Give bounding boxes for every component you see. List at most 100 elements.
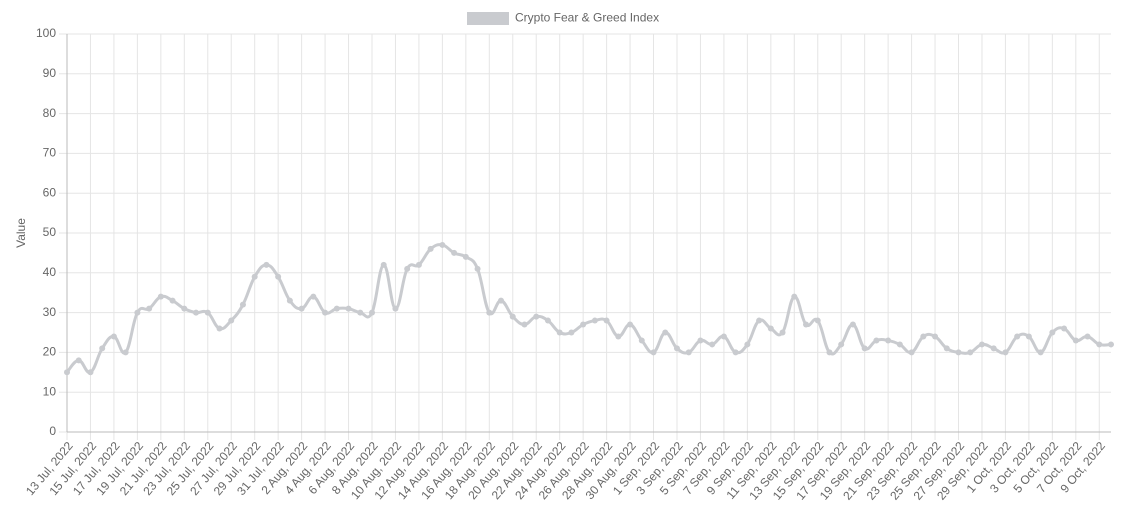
data-point — [615, 333, 622, 340]
data-point — [298, 305, 305, 312]
y-tick-label: 10 — [43, 384, 57, 398]
data-point — [1084, 333, 1091, 340]
data-point — [978, 341, 985, 348]
data-point — [1061, 325, 1068, 332]
y-tick-label: 50 — [43, 225, 57, 239]
data-point — [134, 309, 141, 316]
data-point — [99, 345, 106, 352]
data-point — [1072, 337, 1079, 344]
data-point — [568, 329, 575, 336]
data-point — [239, 301, 246, 308]
data-point — [650, 349, 657, 356]
data-point — [697, 337, 704, 344]
data-point — [415, 261, 422, 268]
data-point — [756, 317, 763, 324]
data-point — [263, 261, 270, 268]
data-point — [368, 309, 375, 316]
data-point — [181, 305, 188, 312]
data-point — [228, 317, 235, 324]
y-tick-label: 90 — [43, 66, 57, 80]
data-point — [1096, 341, 1103, 348]
data-point — [732, 349, 739, 356]
data-point — [814, 317, 821, 324]
data-point — [427, 245, 434, 252]
data-point — [767, 325, 774, 332]
data-point — [1108, 341, 1114, 348]
data-point — [779, 329, 786, 336]
data-point — [1002, 349, 1009, 356]
data-point — [885, 337, 892, 344]
data-point — [169, 297, 176, 304]
data-point — [380, 261, 387, 268]
data-point — [1049, 329, 1056, 336]
data-point — [509, 313, 516, 320]
legend-label[interactable]: Crypto Fear & Greed Index — [515, 11, 659, 25]
data-point — [603, 317, 610, 324]
data-point — [896, 341, 903, 348]
data-point — [826, 349, 833, 356]
data-point — [64, 369, 70, 376]
data-point — [216, 325, 223, 332]
data-point — [662, 329, 669, 336]
data-point — [322, 309, 329, 316]
data-point — [462, 253, 469, 260]
data-point — [286, 297, 293, 304]
data-point — [908, 349, 915, 356]
data-point — [439, 241, 446, 248]
data-point — [533, 313, 540, 320]
data-point — [404, 265, 411, 272]
data-point — [967, 349, 974, 356]
data-point — [685, 349, 692, 356]
data-point — [803, 321, 810, 328]
data-point — [709, 341, 716, 348]
data-point — [1037, 349, 1044, 356]
data-point — [451, 249, 458, 256]
data-point — [744, 341, 751, 348]
data-point — [392, 305, 399, 312]
data-point — [932, 333, 939, 340]
legend-swatch[interactable] — [467, 12, 509, 25]
data-point — [345, 305, 352, 312]
data-point — [873, 337, 880, 344]
data-point — [990, 345, 997, 352]
data-point — [943, 345, 950, 352]
data-point — [791, 293, 798, 300]
y-tick-label: 20 — [43, 345, 57, 359]
data-point — [110, 333, 117, 340]
data-point — [1014, 333, 1021, 340]
y-axis-title: Value — [14, 218, 28, 248]
data-point — [544, 317, 551, 324]
data-point — [87, 369, 94, 376]
y-tick-label: 100 — [36, 26, 56, 40]
data-point — [498, 297, 505, 304]
y-tick-label: 40 — [43, 265, 57, 279]
y-tick-label: 0 — [49, 424, 56, 438]
data-point — [486, 309, 493, 316]
data-point — [673, 345, 680, 352]
data-point — [122, 349, 129, 356]
data-point — [920, 333, 927, 340]
data-point — [627, 321, 634, 328]
data-point — [955, 349, 962, 356]
data-point — [157, 293, 164, 300]
data-point — [838, 341, 845, 348]
data-point — [1025, 333, 1032, 340]
data-point — [357, 309, 364, 316]
data-point — [333, 305, 340, 312]
y-tick-label: 70 — [43, 146, 57, 160]
data-point — [310, 293, 317, 300]
data-point — [591, 317, 598, 324]
data-point — [474, 265, 481, 272]
data-point — [556, 329, 563, 336]
data-point — [849, 321, 856, 328]
data-point — [146, 305, 153, 312]
data-point — [861, 345, 868, 352]
data-line — [65, 243, 1112, 374]
y-tick-label: 80 — [43, 106, 57, 120]
data-point — [251, 273, 258, 280]
data-point — [275, 273, 282, 280]
data-point — [193, 309, 200, 316]
y-tick-label: 60 — [43, 185, 57, 199]
data-point — [521, 321, 528, 328]
